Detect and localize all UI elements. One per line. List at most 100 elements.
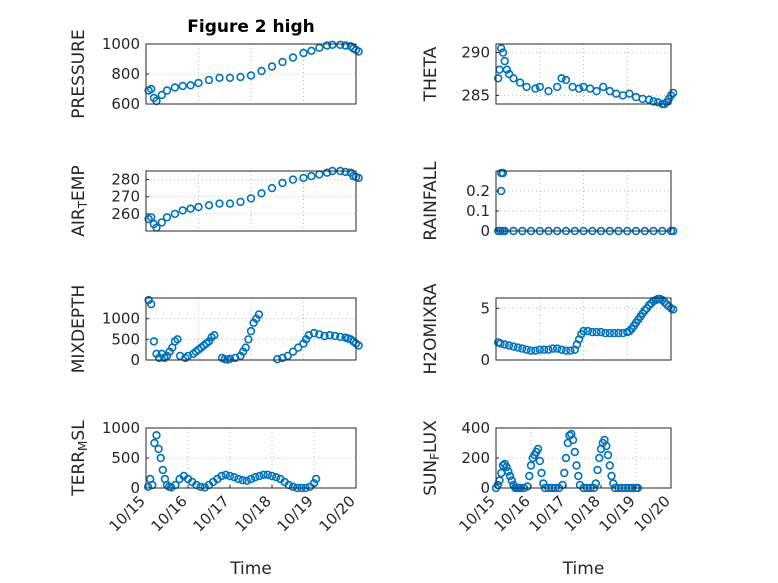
data-point	[246, 194, 256, 203]
y-axis-label: AIRTEMP	[69, 165, 90, 236]
data-point	[603, 450, 613, 460]
data-point	[591, 479, 600, 488]
data-point	[566, 346, 575, 355]
data-point	[568, 435, 578, 445]
y-axis-label: SUNFLUX	[421, 420, 442, 496]
data-point	[614, 328, 623, 338]
data-point	[535, 345, 544, 354]
data-point	[500, 340, 509, 349]
data-point	[625, 89, 634, 98]
data-point	[186, 204, 195, 213]
data-point	[595, 453, 604, 463]
y-tick-label: 285	[461, 86, 490, 104]
y-tick-label: 0	[480, 222, 490, 240]
data-point	[557, 345, 566, 354]
data-point	[504, 341, 514, 350]
x-axis-label: Time	[562, 559, 605, 579]
data-point	[259, 470, 268, 479]
data-point	[242, 476, 252, 485]
data-point	[278, 57, 287, 67]
data-point	[574, 84, 584, 93]
data-point	[509, 342, 518, 351]
data-point	[561, 453, 571, 463]
data-point	[147, 213, 156, 222]
data-point	[157, 90, 167, 100]
data-point	[552, 82, 562, 92]
y-axis-label-part: SUN	[421, 460, 441, 496]
y-tick-label: 0	[480, 351, 490, 369]
data-point	[644, 95, 654, 104]
data-point	[325, 331, 334, 340]
data-point	[561, 75, 571, 85]
data-point	[236, 197, 245, 207]
data-point	[592, 86, 601, 96]
x-axis-label: Time	[229, 559, 272, 579]
y-tick-label: 5	[480, 299, 490, 317]
data-point	[225, 471, 235, 481]
data-point	[531, 346, 540, 355]
data-point	[307, 46, 316, 55]
data-point	[150, 438, 159, 448]
data-point	[526, 461, 536, 470]
data-point	[299, 48, 308, 58]
data-point	[354, 341, 363, 350]
data-point	[158, 465, 168, 475]
data-point	[502, 65, 512, 74]
data-point	[574, 471, 583, 481]
data-point	[257, 189, 266, 198]
data-point	[186, 81, 195, 90]
data-point	[143, 482, 153, 491]
data-point	[330, 331, 340, 341]
data-point	[660, 297, 669, 307]
data-point	[315, 330, 324, 339]
data-point	[170, 83, 180, 92]
data-point	[234, 474, 243, 484]
data-point	[522, 82, 531, 92]
data-point	[311, 474, 321, 484]
data-point	[535, 82, 544, 92]
data-point	[522, 345, 531, 354]
data-point	[526, 346, 536, 355]
data-point	[579, 326, 588, 336]
y-tick-label: 1000	[102, 310, 140, 328]
data-point	[241, 343, 250, 352]
data-point	[328, 40, 337, 49]
y-axis-label: TERRMSL	[69, 420, 90, 497]
data-point	[288, 175, 298, 184]
axes-box	[145, 297, 357, 361]
subplot-theta: 285 290 THETA	[421, 43, 678, 109]
y-axis-label-part: SL	[69, 420, 89, 441]
y-axis-label-part: AIR	[69, 208, 89, 237]
data-point	[336, 332, 345, 342]
data-point	[267, 62, 277, 71]
data-point	[178, 81, 187, 91]
y-axis-label: RAINFALL	[421, 161, 441, 241]
data-point	[592, 327, 601, 337]
y-axis-label-subscript: T	[76, 200, 90, 209]
data-point	[625, 326, 634, 336]
y-tick-label: 270	[111, 188, 140, 206]
data-point	[215, 199, 224, 208]
data-point	[533, 444, 543, 454]
data-point	[225, 354, 235, 363]
data-point	[605, 461, 614, 470]
y-tick-label: 280	[111, 171, 140, 189]
data-point	[504, 69, 514, 79]
data-point	[173, 335, 182, 344]
data-point	[288, 482, 298, 491]
data-point	[535, 456, 544, 466]
data-point	[147, 300, 156, 309]
data-point	[548, 344, 558, 353]
data-point	[507, 476, 516, 485]
data-point	[544, 86, 553, 96]
data-point	[251, 473, 260, 482]
data-point	[531, 84, 540, 93]
data-point	[570, 447, 579, 457]
data-point	[200, 483, 210, 492]
data-point	[525, 471, 534, 481]
data-point	[230, 473, 239, 482]
data-point	[322, 168, 332, 177]
data-point	[496, 339, 505, 348]
data-point	[544, 345, 553, 354]
